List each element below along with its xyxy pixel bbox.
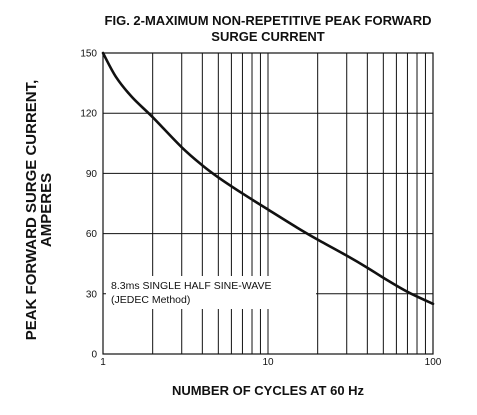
y-tick-label: 60 [86,229,98,240]
surge-current-curve [101,51,435,306]
annotation-box: 8.3ms SINGLE HALF SINE-WAVE (JEDEC Metho… [106,276,316,309]
annotation-line-1: 8.3ms SINGLE HALF SINE-WAVE [111,280,271,292]
annotation-line-2: (JEDEC Method) [111,294,190,306]
y-tick-label: 120 [80,109,97,120]
y-tick-label: 0 [91,350,97,361]
x-axis-title: NUMBER OF CYCLES AT 60 Hz [172,383,365,398]
x-tick-label: 1 [100,357,106,368]
y-axis-title-line-2: AMPERES [38,173,55,247]
y-tick-label: 30 [86,289,98,300]
tick-labels: 0 30 60 90 120 150 1 10 100 [80,49,441,369]
y-axis-title: PEAK FORWARD SURGE CURRENT, AMPERES [23,80,55,341]
y-tick-label: 90 [86,169,98,180]
y-tick-label: 150 [80,49,97,60]
chart-title-line-2: SURGE CURRENT [211,29,324,44]
plot-frame [102,52,434,355]
annotation-background [106,276,316,309]
chart-title-line-1: FIG. 2-MAXIMUM NON-REPETITIVE PEAK FORWA… [105,13,432,28]
y-axis-title-line-1: PEAK FORWARD SURGE CURRENT, [23,80,40,341]
x-tick-label: 100 [425,357,442,368]
grid-layer [103,53,433,354]
x-tick-label: 10 [262,357,274,368]
